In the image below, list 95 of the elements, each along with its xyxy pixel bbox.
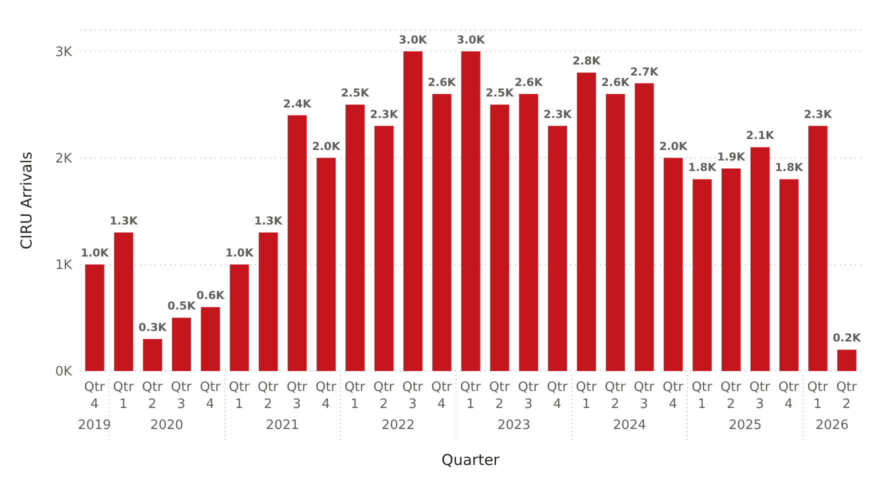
- x-tick-label: Qtr 3: [402, 380, 424, 412]
- data-label: 2.3K: [804, 108, 832, 121]
- bar: [519, 94, 538, 371]
- data-label: 2.6K: [428, 76, 456, 89]
- x-tick-label: Qtr 3: [170, 380, 192, 412]
- x-tick-label: Qtr 4: [200, 380, 222, 412]
- bar: [606, 94, 625, 371]
- data-label: 0.6K: [196, 289, 225, 302]
- text: 2022: [382, 418, 415, 433]
- text: 2024: [613, 418, 646, 433]
- bar: [230, 264, 249, 371]
- bar: [403, 51, 422, 371]
- y-tick-label: 1K: [55, 258, 72, 274]
- data-label: 2.5K: [341, 86, 370, 100]
- data-label: 2.3K: [370, 108, 398, 121]
- data-label: 2.6K: [601, 76, 630, 89]
- x-axis-title: Quarter: [442, 451, 500, 469]
- bar: [258, 232, 278, 371]
- data-label: 0.2K: [832, 332, 862, 345]
- bar: [143, 339, 162, 371]
- x-tick-label: Qtr 2: [489, 380, 510, 412]
- y-tick-label: 2K: [55, 151, 72, 166]
- y-tick-label: 0K: [55, 364, 72, 380]
- x-tick-label: Qtr 3: [518, 380, 540, 412]
- text: 2020: [150, 418, 184, 433]
- x-tick-label: Qtr 2: [720, 380, 742, 412]
- data-label: 0.5K: [167, 300, 196, 313]
- bar: [200, 307, 220, 371]
- data-label: 3.0K: [456, 33, 486, 46]
- data-label: 2.5K: [486, 86, 514, 100]
- data-label: 1.9K: [717, 150, 746, 164]
- x-tick-label: Qtr 1: [807, 380, 829, 412]
- data-label: 0.3K: [138, 321, 168, 334]
- data-label: 1.3K: [254, 214, 283, 228]
- x-tick-label: Qtr 2: [836, 380, 858, 412]
- x-tick-label: Qtr 1: [228, 380, 250, 412]
- y-tick-label: 3K: [55, 44, 72, 60]
- x-tick-label: Qtr 4: [546, 380, 568, 412]
- text: 2019: [78, 418, 112, 433]
- x-tick-label: Qtr 2: [258, 380, 280, 412]
- y-axis-title: CIRU Arrivals: [17, 152, 36, 250]
- x-tick-label: Qtr 4: [84, 380, 106, 412]
- bar: [664, 158, 683, 371]
- x-tick-label: Qtr 2: [604, 380, 626, 412]
- bar: [548, 126, 568, 371]
- bar: [576, 72, 596, 371]
- text: 2021: [266, 418, 300, 433]
- data-label: 2.0K: [312, 140, 341, 153]
- bar: [750, 147, 770, 371]
- bar: [837, 350, 856, 371]
- data-label: 1.8K: [688, 161, 717, 174]
- data-label: 3.0K: [398, 33, 428, 46]
- x-tick-label: Qtr 2: [142, 380, 164, 412]
- text: 2026: [816, 418, 849, 433]
- x-tick-label: Qtr 4: [778, 380, 800, 412]
- data-label: 1.3K: [110, 214, 138, 228]
- data-label: 2.4K: [283, 97, 312, 110]
- x-tick-label: Qtr 1: [692, 380, 713, 412]
- data-label: 2.3K: [544, 108, 572, 121]
- bar: [288, 115, 307, 371]
- data-label: 2.8K: [572, 54, 601, 68]
- x-tick-label: Qtr 4: [316, 380, 337, 412]
- x-tick-label: Qtr 2: [373, 380, 395, 412]
- text: 2023: [497, 418, 530, 433]
- data-label: 2.7K: [630, 65, 659, 78]
- bar: [722, 168, 741, 371]
- bar: [85, 264, 104, 371]
- data-label: 1.0K: [225, 246, 254, 260]
- bar: [432, 94, 452, 371]
- x-tick-label: Qtr 3: [286, 380, 308, 412]
- bar: [692, 179, 712, 371]
- bar: [808, 126, 828, 371]
- data-label: 2.6K: [514, 76, 544, 89]
- text: 2025: [728, 418, 762, 433]
- x-tick-label: Qtr 4: [431, 380, 453, 412]
- data-label: 1.8K: [774, 161, 804, 174]
- x-tick-label: Qtr 1: [460, 380, 482, 412]
- x-tick-label: Qtr 3: [634, 380, 656, 412]
- bar: [634, 83, 654, 371]
- data-label: 1.0K: [80, 246, 110, 260]
- bar: [490, 104, 510, 371]
- bar: [346, 104, 365, 371]
- data-label: 2.1K: [746, 129, 774, 142]
- bar: [172, 318, 191, 371]
- x-tick-label: Qtr 1: [113, 380, 134, 412]
- x-tick-label: Qtr 1: [344, 380, 366, 412]
- bar: [779, 179, 798, 371]
- bar: [316, 158, 336, 371]
- x-tick-label: Qtr 3: [749, 380, 771, 412]
- bar: [114, 232, 134, 371]
- x-tick-label: Qtr 1: [576, 380, 598, 412]
- bar: [461, 51, 480, 371]
- bar: [374, 126, 394, 371]
- x-tick-label: Qtr 4: [662, 380, 684, 412]
- data-label: 2.0K: [659, 140, 688, 153]
